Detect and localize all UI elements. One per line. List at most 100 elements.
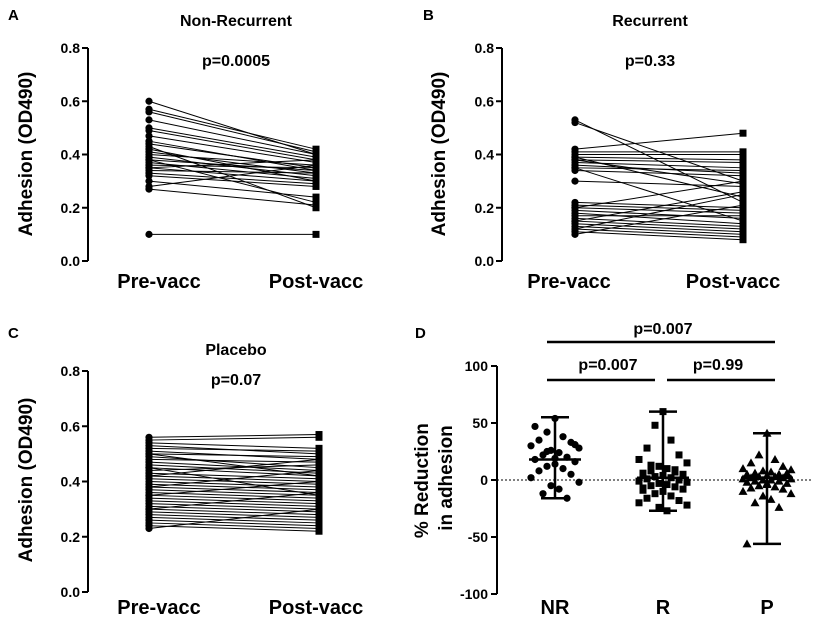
panel-a-pair-line [148,100,317,155]
panel-d-nr-point [567,470,575,478]
panel-d-nr-point [563,453,571,461]
panel-d-p-point [742,469,752,478]
panel-b-post-point [739,180,747,188]
panel-d-r-point [675,451,683,459]
panel-a-ytick-label: 0.6 [61,93,81,109]
panel-d-r-point [651,473,659,481]
panel-d-comparison-label-r-p: p=0.99 [693,357,743,374]
panel-b-pre-point [571,156,579,164]
panel-a-pvalue: p=0.0005 [202,53,270,70]
panel-d-p-point [770,454,780,463]
panel-a-pair-line [148,111,317,153]
panel-d-comparison-label-nr-p: p=0.007 [633,321,692,338]
panel-d-nr-point [543,462,551,470]
panel-d-r-point [667,474,675,482]
panel-c-pair-line [148,436,320,441]
panel-c-xcat-post: Post-vacc [269,597,364,619]
panel-d-p-point [750,476,760,485]
panel-d-p-point [754,472,764,481]
panel-d-r-point [655,479,663,487]
panel-d-nr-point [551,414,559,423]
panel-d-r-point [635,477,643,485]
panel-c-pair-line [148,483,320,491]
panel-c-pre-point [145,464,153,472]
panel-c-pair-line [148,494,320,502]
panel-a-pre-point [145,177,153,185]
panel-c-pair-line [148,453,320,458]
panel-a: A Non-Recurrent p=0.0005 Adhesion (OD490… [8,7,363,293]
panel-d-r-point [647,482,655,490]
panel-d-p-point [782,478,792,487]
panel-d-p-point [758,491,768,500]
panel-b-title: Recurrent [612,13,688,30]
panel-c-pre-point [145,505,153,513]
panel-d-plot: 100 50 0 -50 -100 [460,340,812,602]
panel-c-title: Placebo [205,342,267,359]
panel-c-letter: C [8,325,19,342]
panel-b-pair-line [574,223,744,233]
panel-d-p-point [762,478,772,487]
panel-b-pair-line [574,228,744,238]
panel-d-ytick-label: 100 [465,358,489,374]
panel-d-p-point [758,466,768,475]
panel-c-post-point [315,478,323,485]
panel-d-p-point [778,484,788,493]
panel-a-ytick-label: 0.2 [61,200,81,216]
panel-c-ytick-label: 0.8 [61,363,81,379]
panel-a-pre-point [145,172,153,180]
panel-a-pair-line [148,188,317,206]
panel-d-r-point [651,490,659,498]
panel-d-p-point [738,464,748,473]
panel-d-r-point [655,503,663,511]
panel-d-r-point [639,469,647,477]
panel-a-pair-line [148,146,317,209]
panel-b-plot: 0.0 0.2 0.4 0.6 0.8 [475,40,747,269]
panel-a-pair-line [148,135,317,163]
panel-d-ylabel-line1: % Reduction [412,423,433,538]
panel-c-pair-line [148,472,320,480]
panel-c-pre-point [145,450,153,458]
panel-d-r-point [683,501,691,509]
panel-d-nr-point [527,474,535,482]
panel-a-pre-point [145,185,153,193]
panel-d-r-point [667,492,675,500]
panel-b-ylabel: Adhesion (OD490) [429,72,450,237]
panel-d-nr-point [531,422,539,431]
panel-d: D % Reduction in adhesion NR R P p=0.007… [412,321,812,619]
panel-a-pre-point [145,156,153,164]
panel-d-r-point [663,465,671,473]
panel-c-pair-line [148,442,320,449]
panel-a-pair-line [148,151,317,174]
panel-c-pair-line [148,453,320,477]
panel-d-r-point [683,459,691,467]
panel-c-post-point [315,527,323,535]
panel-c-pvalue: p=0.07 [211,372,261,389]
panel-c-pair-line [148,469,320,488]
panel-b-pair-line [574,193,744,230]
panel-a-pair-line [148,108,317,150]
panel-b-pair-line [574,225,744,235]
panel-d-nr-point [559,433,567,441]
panel-a-post-point [312,198,320,206]
panel-d-p-point [774,502,784,511]
panel-a-post-point [312,161,320,169]
panel-d-r-point [683,478,691,486]
panel-c-ytick-label: 0.0 [61,584,81,600]
panel-b-pair-line [574,204,744,235]
panel-a-pair-line [148,164,317,187]
panel-d-nr-point [543,447,551,456]
panel-d-r-point [651,421,659,429]
panel-c-pair-line [148,522,320,529]
panel-d-nr-point [555,449,563,457]
panel-b-ytick-label: 0.6 [475,93,495,109]
panel-d-r-point [659,408,667,416]
panel-d-nr-point [543,428,551,436]
panel-d-p-point [746,483,756,492]
panel-d-r-point [663,481,671,489]
panel-d-p-point [738,486,748,495]
panel-b-ytick-label: 0.4 [475,147,495,163]
panel-d-r-point [663,507,671,515]
panel-a-title: Non-Recurrent [180,13,293,30]
panel-d-p-point [750,498,760,507]
panel-c-xcat-pre: Pre-vacc [117,597,200,619]
